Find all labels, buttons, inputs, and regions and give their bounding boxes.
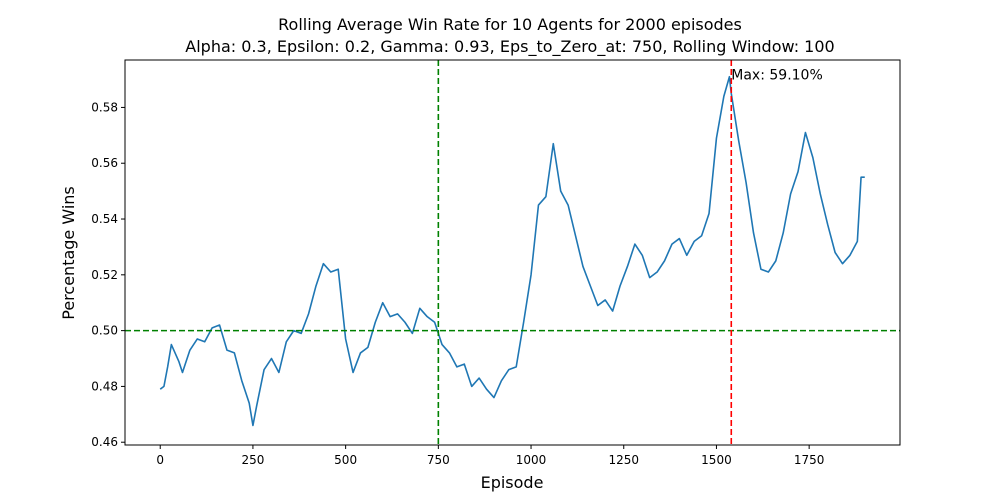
y-axis: 0.46 0.48 0.50 0.52 0.54 0.56 0.58: [91, 100, 125, 449]
x-tick-label: 1250: [608, 453, 639, 467]
chart-title-line1: Rolling Average Win Rate for 10 Agents f…: [278, 15, 742, 34]
series-line-0: [159, 75, 865, 427]
y-axis-label: Percentage Wins: [59, 186, 78, 319]
y-tick-label: 0.48: [91, 379, 118, 393]
x-tick-label: 500: [334, 453, 357, 467]
x-tick-label: 1500: [701, 453, 732, 467]
x-axis: 0 250 500 750 1000 1250 1500 1750: [156, 445, 824, 467]
y-tick-label: 0.58: [91, 100, 118, 114]
plot-frame: [124, 59, 901, 446]
chart-title-line2: Alpha: 0.3, Epsilon: 0.2, Gamma: 0.93, E…: [185, 37, 834, 57]
y-tick-label: 0.56: [91, 156, 118, 170]
x-tick-label: 750: [427, 453, 450, 467]
max-annotation: Max: 59.10%: [731, 68, 823, 84]
y-tick-label: 0.52: [91, 268, 118, 282]
x-tick-label: 1750: [794, 453, 825, 467]
y-tick-label: 0.46: [91, 435, 118, 449]
y-tick-label: 0.50: [91, 324, 118, 338]
y-tick-label: 0.54: [91, 212, 118, 226]
plot-area: Max: 59.10%: [125, 60, 900, 445]
x-tick-label: 0: [156, 453, 164, 467]
x-axis-label: Episode: [481, 473, 544, 492]
x-tick-label: 1000: [516, 453, 547, 467]
x-tick-label: 250: [241, 453, 264, 467]
